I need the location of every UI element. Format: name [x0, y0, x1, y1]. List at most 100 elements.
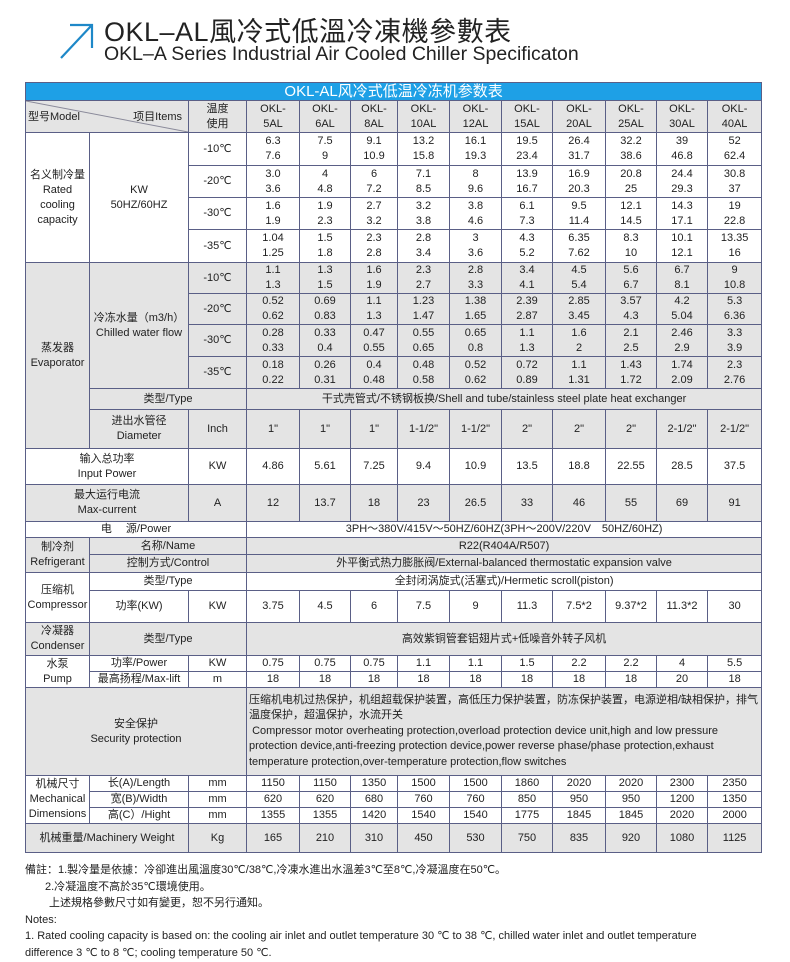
max-current-value: 12 — [246, 484, 300, 522]
cooling-value: 2.3 2.8 — [350, 229, 398, 263]
value-60hz: 2.87 — [516, 310, 538, 322]
value-60hz: 1.3 — [265, 279, 281, 291]
value-50hz: 26.4 — [568, 135, 590, 147]
value-50hz: 5.3 — [726, 295, 743, 307]
diameter-value: 2" — [552, 409, 606, 449]
cooling-value: 4 4.8 — [299, 165, 351, 198]
water-flow-value: 0.26 0.31 — [299, 356, 351, 389]
security-text-zh: 压缩机电机过热保护，机组超载保护装置，高低压力保护装置，防冻保护装置，电源逆相/… — [249, 693, 759, 722]
value-60hz: 10.9 — [363, 150, 385, 162]
pump-lift-value: 18 — [552, 671, 606, 688]
cooling-row: -35℃ 1.04 1.25 1.5 1.8 2.3 2.8 2.8 3.4 3 3.6 4.3 5.2… — [26, 229, 763, 263]
compressor-type-value: 全封闭涡旋式(活塞式)/Hermetic scroll(piston) — [245, 572, 763, 591]
input-power-value: 7.25 — [350, 448, 398, 485]
value-50hz: 2.3 — [366, 232, 382, 244]
value-60hz: 19.3 — [464, 150, 487, 162]
dimension-value: 1200 — [656, 791, 708, 808]
unit-cell: m — [188, 671, 247, 688]
value-60hz: 9 — [321, 150, 329, 162]
value-50hz: 0.48 — [412, 358, 435, 371]
diameter-value: 2" — [501, 409, 553, 449]
weight-row: 机械重量/Machinery Weight Kg 165 210 310 450 530 75… — [25, 823, 763, 853]
value-50hz: 2.3 — [415, 264, 432, 276]
security-text: 压缩机电机过热保护，机组超载保护装置，高低压力保护装置，防冻保护装置，电源逆相/… — [245, 687, 763, 776]
pump-lift-label: 最高扬程/Max-lift — [89, 671, 189, 688]
value-60hz: 9.6 — [467, 182, 484, 195]
pump-lift-value: 20 — [656, 671, 708, 688]
water-flow-value: 0.47 0.55 — [350, 324, 398, 357]
dimension-value: 1540 — [449, 807, 502, 824]
weight-value: 165 — [246, 823, 300, 853]
dimension-value: 1150 — [299, 775, 351, 792]
cooling-value: 52 62.4 — [706, 132, 763, 166]
pump-power-value: 1.1 — [449, 655, 502, 672]
cooling-value: 3.8 4.6 — [449, 197, 502, 230]
dimension-label: 长(A)/Length — [89, 775, 189, 792]
pump-lift-value: 18 — [605, 671, 657, 688]
compressor-type-row: 压缩机 Compressor 类型/Type 全封闭涡旋式(活塞式)/Hermeti… — [25, 572, 763, 623]
refrigerant-control-value: 外平衡式热力膨胀阀/External-balanced thermostatic… — [245, 554, 763, 573]
temperature-cell: -35℃ — [188, 229, 247, 263]
water-flow-value: 2.3 2.76 — [706, 356, 763, 389]
temperature-cell: -20℃ — [188, 165, 247, 198]
value-60hz: 25 — [624, 182, 638, 195]
cooling-value: 1.9 2.3 — [299, 197, 351, 230]
refrigerant-control-row: 控制方式/Control 外平衡式热力膨胀阀/External-balanced … — [26, 554, 763, 573]
value-50hz: 6 — [370, 167, 378, 180]
value-60hz: 5.4 — [571, 279, 587, 291]
value-50hz: 32.2 — [620, 135, 642, 147]
value-60hz: 0.83 — [314, 310, 336, 322]
dimension-value: 850 — [501, 791, 553, 808]
cooling-value: 13.2 15.8 — [397, 132, 450, 166]
dimension-value: 1500 — [397, 775, 450, 792]
pump-power-value: 0.75 — [246, 655, 300, 672]
compressor-power-value: 4.5 — [299, 590, 351, 623]
value-60hz: 0.4 — [317, 341, 333, 354]
dimension-value: 2020 — [552, 775, 606, 792]
temperature-header: 温度 使用 — [188, 100, 247, 133]
value-60hz: 2.7 — [415, 279, 432, 291]
value-60hz: 3.45 — [568, 310, 590, 322]
value-50hz: 0.65 — [464, 326, 487, 339]
value-60hz: 1.47 — [412, 310, 435, 322]
value-50hz: 6.7 — [674, 264, 690, 276]
water-flow-value: 5.3 6.36 — [706, 293, 763, 325]
water-flow-value: 3.4 4.1 — [501, 262, 553, 294]
compressor-power-value: 9 — [449, 590, 502, 623]
cooling-value: 24.4 29.3 — [656, 165, 708, 198]
weight-value: 750 — [501, 823, 553, 853]
arrow-up-right-icon — [60, 23, 94, 59]
value-50hz: 4.3 — [519, 232, 535, 244]
dimension-value: 1350 — [706, 791, 763, 808]
value-50hz: 4 — [321, 167, 329, 180]
value-50hz: 10.1 — [671, 232, 693, 244]
diameter-value: 1" — [246, 409, 300, 449]
water-flow-value: 0.48 0.58 — [397, 356, 450, 389]
value-50hz: 39 — [675, 135, 689, 147]
compressor-power-value: 11.3 — [501, 590, 553, 623]
evaporator-row: 蒸发器 Evaporator 冷冻水量（m3/h） Chilled water f… — [25, 262, 763, 449]
value-60hz: 0.89 — [516, 373, 538, 386]
dimension-value: 760 — [449, 791, 502, 808]
dimension-value: 620 — [246, 791, 300, 808]
pump-power-value: 2.2 — [552, 655, 606, 672]
dimension-row: 机械尺寸 Mechanical Dimensions 长(A)/Length mm 1… — [25, 775, 763, 824]
control-label: 控制方式/Control — [89, 554, 247, 573]
water-flow-value: 0.33 0.4 — [299, 324, 351, 357]
water-flow-value: 0.18 0.22 — [246, 356, 300, 389]
model-header: OKL- 8AL — [350, 100, 398, 133]
water-flow-value: 3.57 4.3 — [605, 293, 657, 325]
cooling-value: 9.1 10.9 — [350, 132, 398, 166]
unit-cell: mm — [188, 791, 247, 808]
note-line: Notes: — [25, 913, 57, 926]
value-50hz: 3.4 — [519, 264, 535, 276]
condenser-label: 冷凝器 Condenser — [25, 622, 90, 656]
value-60hz: 2.3 — [317, 214, 333, 227]
power-supply-row: 电 源/Power 3PH～380V/415V～50HZ/60HZ(3PH～200… — [25, 521, 763, 538]
cooling-value: 6.35 7.62 — [552, 229, 606, 263]
value-50hz: 9.1 — [366, 135, 382, 147]
cooling-value: 19.5 23.4 — [501, 132, 553, 166]
water-flow-value: 0.72 0.89 — [501, 356, 553, 389]
value-60hz: 22.8 — [723, 214, 746, 227]
water-flow-value: 2.8 3.3 — [449, 262, 502, 294]
